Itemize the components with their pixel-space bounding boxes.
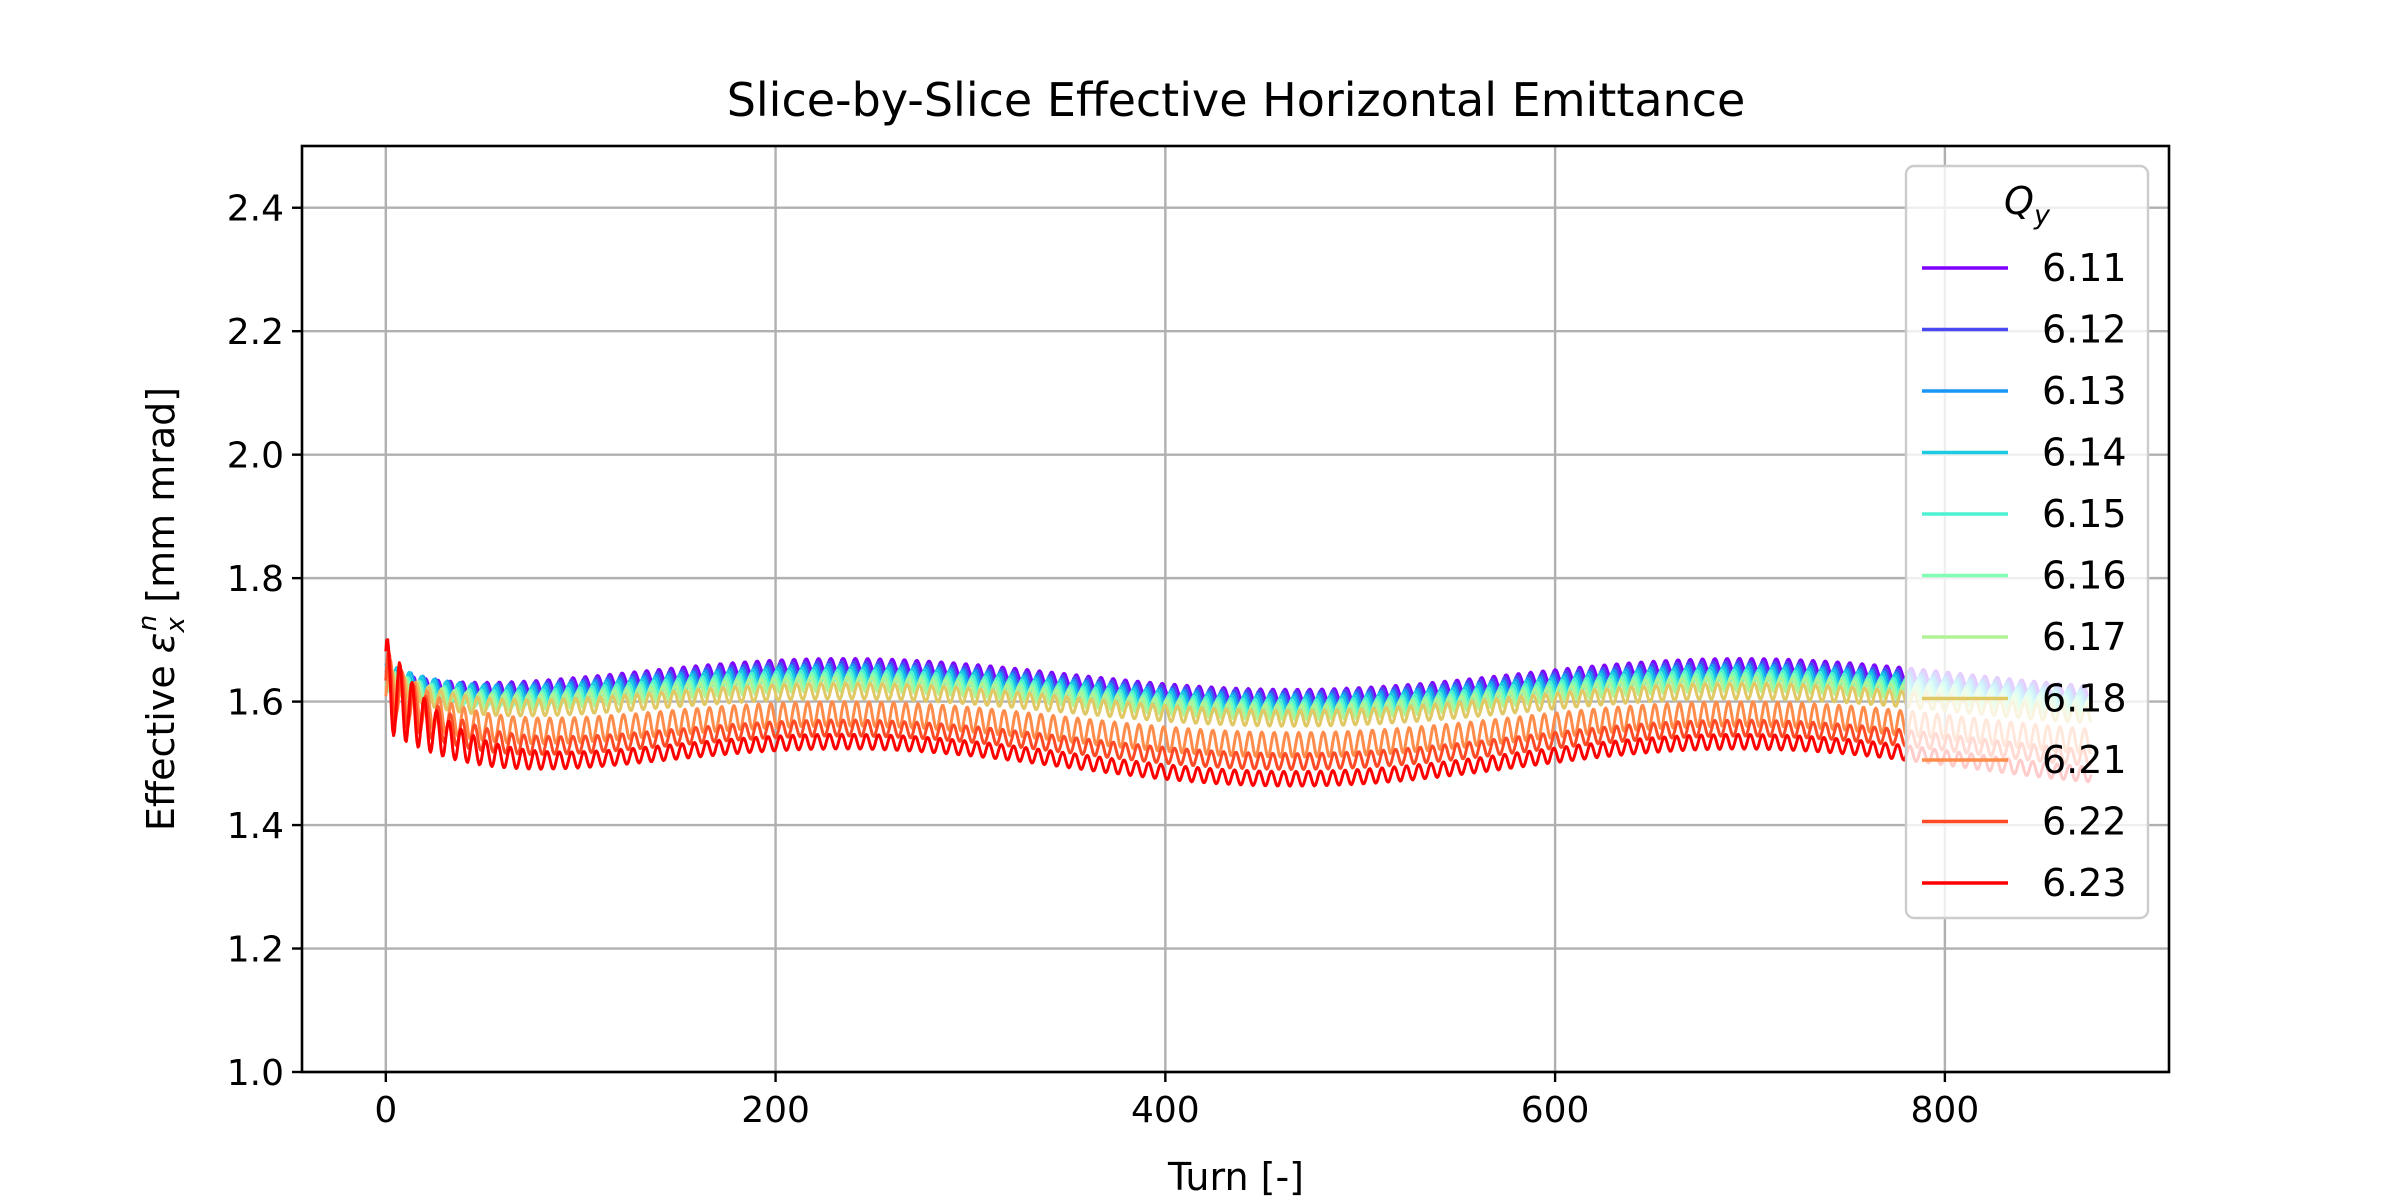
y-axis-title-superscript: n bbox=[133, 615, 163, 631]
series-lines bbox=[384, 638, 2093, 788]
x-tick-label: 200 bbox=[741, 1090, 810, 1131]
legend-title-subscript: y bbox=[2033, 200, 2051, 231]
y-axis-title-symbol: ε bbox=[139, 633, 183, 654]
series-line-6-22 bbox=[384, 649, 2093, 771]
y-axis-title-subscript: x bbox=[161, 617, 191, 634]
x-tick-label: 800 bbox=[1911, 1090, 1980, 1131]
y-tick-label: 1.2 bbox=[227, 930, 284, 971]
y-tick-label: 1.8 bbox=[227, 559, 284, 600]
legend-entries: 6.11 6.12 6.13 6.14 6.15 6.16 6.17 6.18 6.21 6.22… bbox=[1922, 246, 2127, 905]
x-tick-label: 600 bbox=[1521, 1090, 1590, 1131]
legend-title: Qy bbox=[2004, 179, 2051, 231]
y-tick-label: 2.0 bbox=[227, 436, 284, 477]
y-axis-title-main: Effective bbox=[139, 653, 183, 831]
legend-label-6-11: 6.11 bbox=[2042, 246, 2127, 290]
axis-ticks: 0 200 400 600 800 1.0 1.2 1.4 1.6 1.8 2.0 2.2 2.4 bbox=[227, 189, 1980, 1131]
legend-box bbox=[1904, 164, 2150, 920]
y-tick-label: 2.2 bbox=[227, 312, 284, 353]
x-tick-label: 0 bbox=[374, 1090, 397, 1131]
legend-label-6-18: 6.18 bbox=[2042, 677, 2127, 721]
x-axis-title: Turn [-] bbox=[1167, 1155, 1304, 1199]
plot-frame bbox=[300, 144, 2171, 1074]
legend-label-6-12: 6.12 bbox=[2042, 308, 2127, 352]
legend-label-6-16: 6.16 bbox=[2042, 554, 2127, 598]
legend-title-main: Q bbox=[2004, 179, 2034, 223]
legend-label-6-13: 6.13 bbox=[2042, 369, 2127, 413]
legend-label-6-14: 6.14 bbox=[2042, 431, 2127, 475]
series-line-6-18 bbox=[384, 668, 2093, 728]
grid bbox=[302, 146, 2169, 1074]
y-axis-title: Effective εxn [mm mrad] bbox=[133, 387, 191, 831]
legend-label-6-23: 6.23 bbox=[2042, 861, 2127, 905]
y-axis-title-units: [mm mrad] bbox=[139, 387, 183, 615]
y-tick-label: 1.4 bbox=[227, 806, 284, 847]
legend: Qy 6.116.126.136.146.156.166.176.186.216… bbox=[1904, 164, 2150, 920]
legend-label-6-21: 6.21 bbox=[2042, 738, 2127, 782]
legend-label-6-17: 6.17 bbox=[2042, 615, 2127, 659]
series-line-6-21 bbox=[384, 658, 2092, 759]
y-tick-label: 1.0 bbox=[227, 1053, 284, 1094]
series-line-6-23 bbox=[384, 638, 2093, 788]
y-tick-label: 2.4 bbox=[227, 189, 284, 230]
legend-label-6-22: 6.22 bbox=[2042, 800, 2127, 844]
legend-label-6-15: 6.15 bbox=[2042, 492, 2127, 536]
x-tick-label: 400 bbox=[1131, 1090, 1200, 1131]
chart-title: Slice-by-Slice Effective Horizontal Emit… bbox=[727, 73, 1746, 127]
y-tick-label: 1.6 bbox=[227, 683, 284, 724]
